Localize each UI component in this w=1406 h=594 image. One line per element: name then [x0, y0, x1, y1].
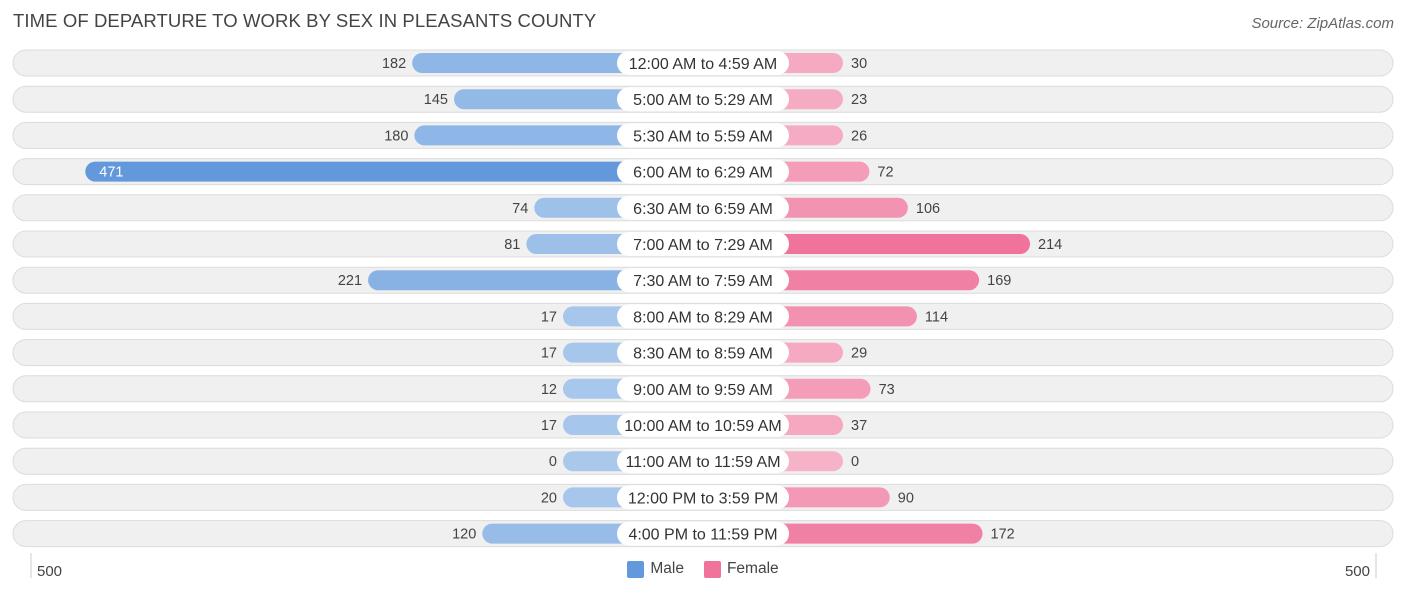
- category-label: 7:30 AM to 7:59 AM: [633, 273, 773, 290]
- category-label-bg: [617, 340, 789, 365]
- value-label-female: 23: [851, 92, 867, 108]
- category-label: 8:30 AM to 8:59 AM: [633, 346, 773, 363]
- axis-left-label: 500: [37, 563, 63, 580]
- value-label-female: 37: [851, 418, 867, 434]
- value-label-female: 214: [1038, 237, 1062, 253]
- category-label-bg: [617, 232, 789, 256]
- category-label-bg: [617, 195, 789, 220]
- value-label-female: 0: [851, 454, 859, 470]
- value-label-female: 169: [987, 273, 1011, 289]
- category-label: 11:00 AM to 11:59 AM: [625, 454, 780, 471]
- category-label-bg: [617, 413, 789, 437]
- legend-swatch-male: [627, 560, 645, 578]
- value-label-male: 74: [512, 201, 528, 217]
- category-label: 5:30 AM to 5:59 AM: [633, 128, 773, 145]
- value-label-male: 471: [99, 165, 123, 181]
- category-label: 5:00 AM to 5:29 AM: [633, 92, 773, 109]
- value-label-female: 106: [916, 201, 940, 217]
- legend: Male Female: [0, 560, 1406, 578]
- value-label-female: 90: [898, 490, 914, 506]
- category-label: 6:00 AM to 6:29 AM: [633, 165, 773, 182]
- value-label-female: 30: [851, 56, 867, 72]
- category-label-bg: [617, 485, 789, 510]
- value-label-male: 221: [338, 273, 362, 289]
- category-label: 4:00 PM to 11:59 PM: [628, 527, 777, 544]
- category-label-bg: [617, 521, 789, 546]
- category-label-bg: [617, 304, 789, 329]
- category-label-bg: [617, 449, 789, 474]
- legend-label-male: Male: [650, 560, 684, 577]
- value-label-male: 182: [382, 56, 406, 72]
- value-label-male: 145: [424, 92, 448, 108]
- chart-title: TIME OF DEPARTURE TO WORK BY SEX IN PLEA…: [13, 10, 597, 31]
- value-label-female: 172: [991, 527, 1015, 543]
- value-label-male: 0: [549, 454, 557, 470]
- category-label: 12:00 PM to 3:59 PM: [628, 490, 778, 507]
- legend-label-female: Female: [726, 560, 779, 577]
- category-label-bg: [617, 159, 789, 184]
- category-label: 12:00 AM to 4:59 AM: [629, 56, 778, 73]
- chart-source: Source: ZipAtlas.com: [1251, 15, 1394, 32]
- category-label: 9:00 AM to 9:59 AM: [633, 382, 773, 399]
- legend-item-female: Female: [703, 560, 779, 578]
- value-label-male: 17: [541, 418, 557, 434]
- value-label-female: 72: [877, 165, 893, 181]
- value-label-male: 81: [504, 237, 520, 253]
- value-label-male: 17: [541, 309, 557, 325]
- value-label-female: 29: [851, 346, 867, 362]
- category-label-bg: [617, 376, 789, 401]
- value-label-male: 20: [541, 490, 557, 506]
- legend-item-male: Male: [627, 560, 684, 578]
- axis-right-label: 500: [1344, 563, 1370, 580]
- category-label-bg: [617, 51, 789, 75]
- category-label-bg: [617, 123, 789, 148]
- value-label-male: 12: [541, 382, 557, 398]
- category-label: 10:00 AM to 10:59 AM: [624, 418, 781, 435]
- value-label-male: 120: [452, 527, 476, 543]
- category-label: 8:00 AM to 8:29 AM: [633, 309, 773, 326]
- value-label-female: 26: [851, 128, 867, 144]
- category-label: 6:30 AM to 6:59 AM: [633, 201, 773, 218]
- value-label-male: 17: [541, 346, 557, 362]
- value-label-male: 180: [384, 128, 408, 144]
- category-label-bg: [617, 268, 789, 293]
- value-label-female: 73: [879, 382, 895, 398]
- category-label: 7:00 AM to 7:29 AM: [633, 237, 773, 254]
- value-label-female: 114: [925, 309, 948, 325]
- legend-swatch-female: [703, 560, 721, 578]
- category-label-bg: [617, 87, 789, 112]
- bar-male: [85, 161, 703, 182]
